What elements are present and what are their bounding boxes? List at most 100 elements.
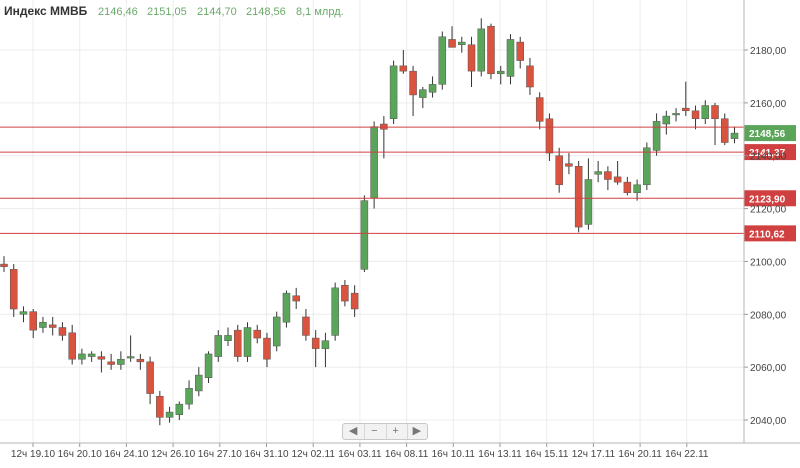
x-tick-label: 12ч 19.10 bbox=[11, 449, 56, 460]
quote-low: 2144,70 bbox=[197, 6, 237, 18]
candle-body bbox=[0, 263, 8, 267]
candle-body bbox=[545, 118, 554, 154]
x-tick-label: 16ч 24.10 bbox=[104, 449, 149, 460]
x-tick-label: 16ч 31.10 bbox=[244, 449, 289, 460]
candle-body bbox=[701, 105, 710, 119]
candle-body bbox=[311, 337, 320, 349]
candle-body bbox=[272, 316, 281, 347]
candle-body bbox=[662, 115, 671, 125]
zoom-controls: ◀ − + ▶ bbox=[342, 423, 428, 440]
candle-body bbox=[730, 132, 739, 139]
zoom-out-button[interactable]: − bbox=[364, 424, 383, 439]
quote-high: 2151,05 bbox=[147, 6, 187, 18]
level-box bbox=[744, 190, 796, 207]
candle-body bbox=[29, 311, 37, 331]
candle-body bbox=[428, 84, 437, 93]
y-tick-label: 2120,00 bbox=[750, 205, 787, 216]
candle-body bbox=[555, 155, 563, 186]
x-tick-label: 16ч 20.10 bbox=[58, 449, 103, 460]
y-tick-label: 2080,00 bbox=[750, 310, 787, 321]
candle-body bbox=[107, 361, 115, 365]
candle-body bbox=[711, 105, 719, 119]
candle-body bbox=[448, 39, 456, 48]
candle-body bbox=[438, 36, 447, 85]
candle-body bbox=[604, 171, 612, 180]
candle-body bbox=[331, 287, 339, 336]
x-tick-label: 16ч 03.11 bbox=[338, 449, 382, 460]
candle-body bbox=[165, 411, 174, 418]
candle-body bbox=[652, 121, 661, 151]
candle-body bbox=[584, 179, 593, 225]
candle-body bbox=[419, 89, 427, 98]
x-tick-label: 16ч 08.11 bbox=[385, 449, 429, 460]
x-tick-label: 16ч 22.11 bbox=[665, 449, 709, 460]
candle-body bbox=[126, 356, 135, 359]
candle-body bbox=[526, 65, 534, 88]
y-tick-label: 2160,00 bbox=[750, 99, 787, 110]
candle-body bbox=[204, 353, 213, 378]
candle-body bbox=[506, 39, 515, 77]
candle-body bbox=[574, 166, 583, 228]
candle-body bbox=[214, 335, 223, 357]
x-tick-label: 16ч 15.11 bbox=[525, 449, 569, 460]
grid bbox=[0, 0, 744, 443]
last-price-label: 2148,56 bbox=[749, 129, 786, 140]
candle-body bbox=[136, 358, 145, 363]
scroll-right-button[interactable]: ▶ bbox=[406, 424, 426, 439]
candle-body bbox=[409, 70, 417, 96]
candle-body bbox=[389, 65, 398, 119]
candle-body bbox=[594, 171, 602, 175]
candle-body bbox=[487, 25, 495, 75]
candles bbox=[0, 18, 739, 426]
quote-open: 2146,46 bbox=[98, 6, 138, 18]
candle-body bbox=[613, 176, 622, 183]
candle-body bbox=[467, 44, 476, 72]
candle-body bbox=[282, 292, 291, 323]
x-tick-label: 16ч 13.11 bbox=[478, 449, 522, 460]
candle-body bbox=[370, 126, 378, 199]
scroll-left-button[interactable]: ◀ bbox=[348, 425, 358, 437]
candle-body bbox=[633, 184, 641, 193]
candle-body bbox=[623, 181, 632, 193]
candle-body bbox=[360, 200, 369, 270]
candle-body bbox=[58, 327, 67, 336]
candle-body bbox=[496, 70, 505, 75]
candle-body bbox=[477, 28, 486, 72]
chart-title: Индекс ММВБ bbox=[4, 4, 88, 18]
candle-body bbox=[78, 353, 86, 360]
x-tick-label: 16ч 20.11 bbox=[618, 449, 662, 460]
x-tick-label: 12ч 26.10 bbox=[151, 449, 196, 460]
candle-body bbox=[97, 356, 106, 360]
level-box bbox=[744, 225, 796, 242]
x-tick-label: 16ч 27.10 bbox=[198, 449, 243, 460]
zoom-in-button[interactable]: + bbox=[385, 424, 405, 439]
candle-body bbox=[253, 329, 261, 339]
candle-body bbox=[185, 388, 193, 405]
candle-body bbox=[516, 41, 524, 61]
header: Индекс ММВБ 2146,46 2151,05 2144,70 2148… bbox=[4, 4, 344, 18]
level-box bbox=[744, 144, 796, 161]
candle-body bbox=[672, 113, 680, 116]
candle-body bbox=[350, 292, 359, 310]
candle-body bbox=[243, 327, 252, 357]
x-tick-label: 16ч 10.11 bbox=[432, 449, 476, 460]
candle-body bbox=[224, 335, 232, 341]
candle-body bbox=[117, 358, 125, 365]
candle-body bbox=[195, 374, 203, 392]
y-tick-label: 2040,00 bbox=[750, 416, 787, 427]
candle-body bbox=[643, 147, 651, 186]
candle-body bbox=[565, 163, 573, 167]
candle-body bbox=[87, 353, 96, 357]
candle-body bbox=[156, 395, 164, 418]
y-tick-label: 2100,00 bbox=[750, 257, 787, 268]
candle-body bbox=[263, 337, 271, 360]
candle-body bbox=[39, 321, 47, 328]
last-price-box bbox=[744, 125, 796, 142]
candle-body bbox=[341, 284, 349, 302]
candle-body bbox=[19, 311, 28, 315]
x-tick-label: 12ч 17.11 bbox=[572, 449, 616, 460]
level-label: 2123,90 bbox=[749, 194, 786, 205]
